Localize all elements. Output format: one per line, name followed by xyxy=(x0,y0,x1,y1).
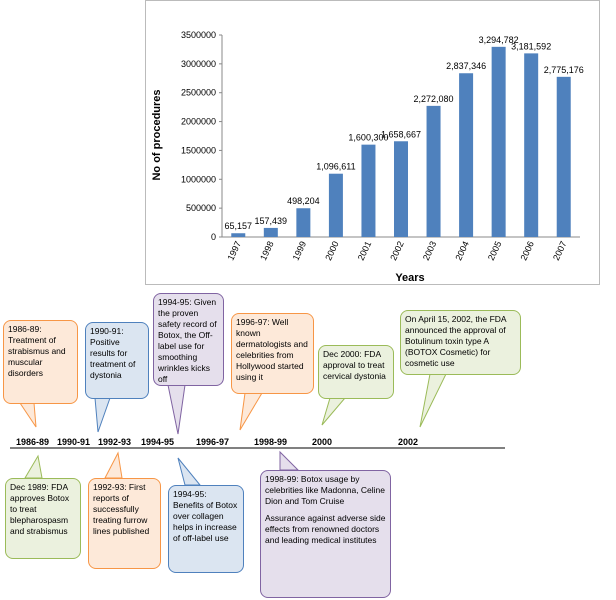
y-tick-label: 3500000 xyxy=(181,30,216,40)
bar xyxy=(524,53,539,237)
value-label: 498,204 xyxy=(287,196,320,206)
callout: 1990-91: Positive results for treatment … xyxy=(85,322,149,399)
value-label: 3,181,592 xyxy=(511,41,551,51)
timeline-marker: 1994-95 xyxy=(141,437,174,447)
callout-text: 1994-95: Given the proven safety record … xyxy=(158,297,217,384)
y-axis-label: No of procedures xyxy=(151,89,163,180)
bar xyxy=(296,208,311,237)
timeline-marker: 1986-89 xyxy=(16,437,49,447)
callout-tail xyxy=(419,373,447,428)
bar xyxy=(231,233,246,237)
value-label: 1,600,300 xyxy=(348,133,388,143)
bar xyxy=(556,76,571,237)
value-label: 2,272,080 xyxy=(414,94,454,104)
value-label: 2,775,176 xyxy=(544,65,584,75)
timeline-marker: 1990-91 xyxy=(57,437,90,447)
callout-text: Dec 1989: FDA approves Botox to treat bl… xyxy=(10,482,70,536)
timeline-marker: 1996-97 xyxy=(196,437,229,447)
value-label: 1,658,667 xyxy=(381,129,421,139)
callout-text: 1986-89: Treatment of strabismus and mus… xyxy=(8,324,66,378)
value-label: 1,096,611 xyxy=(316,162,355,172)
bar xyxy=(263,227,278,237)
callout-tail xyxy=(321,397,347,426)
value-label: 65,157 xyxy=(225,221,253,231)
callout: Dec 1989: FDA approves Botox to treat bl… xyxy=(5,478,81,559)
callout-tail xyxy=(19,402,37,428)
bar xyxy=(394,141,408,237)
value-label: 157,439 xyxy=(255,216,288,226)
callout-text: 1994-95: Benefits of Botox over collagen… xyxy=(173,489,238,543)
callout-text: 1998-99: Botox usage by celebrities like… xyxy=(265,474,386,506)
callout-text: 1990-91: Positive results for treatment … xyxy=(90,326,136,380)
bar xyxy=(361,144,376,237)
callout-text: Dec 2000: FDA approval to treat cervical… xyxy=(323,349,386,381)
y-tick-label: 500000 xyxy=(186,203,216,213)
callout-tail xyxy=(104,451,123,479)
bar xyxy=(491,46,506,237)
callout: 1994-95: Benefits of Botox over collagen… xyxy=(168,485,244,573)
value-label: 3,294,782 xyxy=(479,35,519,45)
callout: Dec 2000: FDA approval to treat cervical… xyxy=(318,345,394,399)
y-tick-label: 2500000 xyxy=(181,88,216,98)
timeline-marker: 1992-93 xyxy=(98,437,131,447)
callout-tail xyxy=(279,450,300,471)
callout-tail xyxy=(24,454,43,479)
y-tick-label: 1000000 xyxy=(181,174,216,184)
callout: 1992-93: First reports of successfully t… xyxy=(88,478,161,569)
callout: On April 15, 2002, the FDA announced the… xyxy=(400,310,521,375)
bar xyxy=(426,105,441,237)
callout-text: Assurance against adverse side effects f… xyxy=(265,513,386,545)
timeline-marker: 1998-99 xyxy=(254,437,287,447)
timeline-marker: 2000 xyxy=(312,437,332,447)
callout-tail xyxy=(239,392,263,431)
callout-text: 1996-97: Well known dermatologists and c… xyxy=(236,317,308,382)
callout-tail xyxy=(177,457,202,486)
y-tick-label: 3000000 xyxy=(181,59,216,69)
y-tick-label: 0 xyxy=(211,232,216,242)
timeline-marker: 2002 xyxy=(398,437,418,447)
callout: 1998-99: Botox usage by celebrities like… xyxy=(260,470,391,598)
callout: 1994-95: Given the proven safety record … xyxy=(153,293,224,386)
callout-tail xyxy=(94,397,111,433)
callout-text: On April 15, 2002, the FDA announced the… xyxy=(405,314,507,368)
bar xyxy=(328,173,343,237)
bar xyxy=(459,73,474,237)
y-tick-label: 2000000 xyxy=(181,117,216,127)
callout-text: 1992-93: First reports of successfully t… xyxy=(93,482,150,536)
x-axis-label: Years xyxy=(395,272,424,284)
callout: 1986-89: Treatment of strabismus and mus… xyxy=(3,320,78,404)
y-tick-label: 1500000 xyxy=(181,145,216,155)
callout-tail xyxy=(167,384,186,435)
callout: 1996-97: Well known dermatologists and c… xyxy=(231,313,314,394)
value-label: 2,837,346 xyxy=(446,61,486,71)
